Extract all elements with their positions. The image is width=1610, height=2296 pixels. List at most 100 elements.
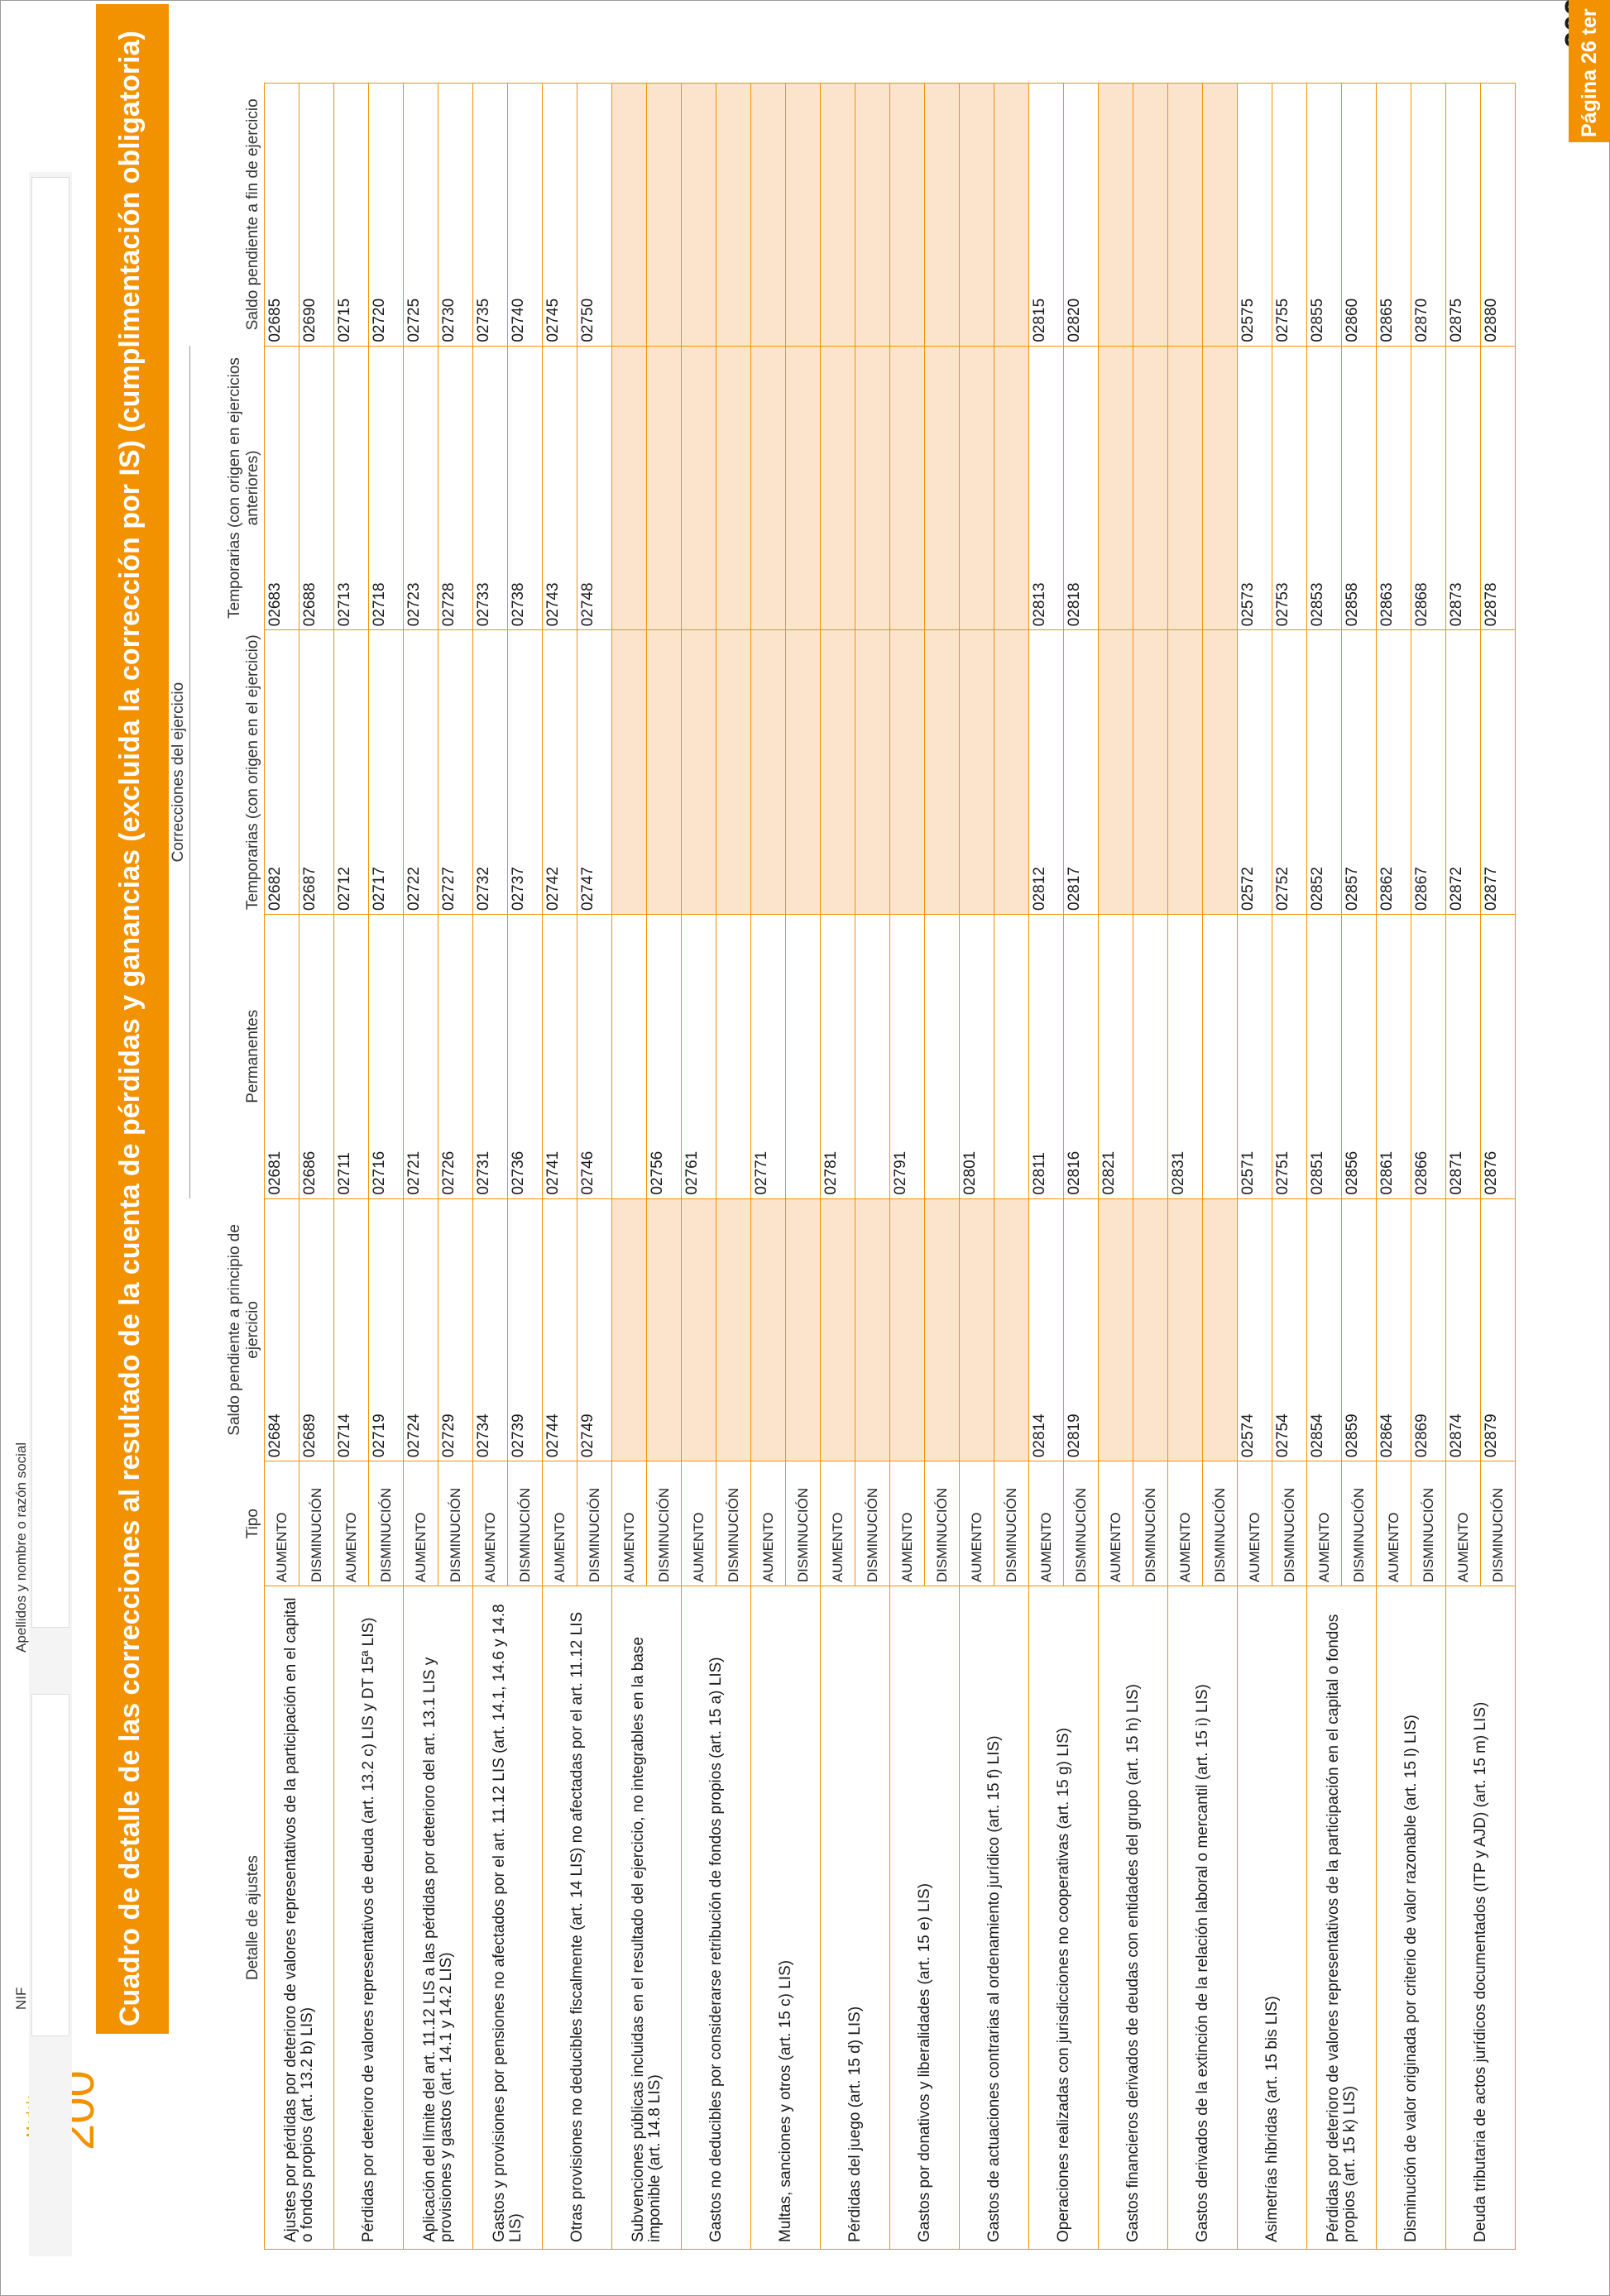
code-field[interactable]: 02831 bbox=[1167, 914, 1203, 1199]
code-field[interactable]: 02865 bbox=[1376, 83, 1411, 347]
code-field[interactable]: 02744 bbox=[542, 1198, 577, 1461]
code-field[interactable]: 02751 bbox=[1272, 914, 1307, 1199]
code-field[interactable]: 02723 bbox=[403, 346, 438, 630]
code-field[interactable]: 02812 bbox=[1028, 629, 1064, 915]
code-field[interactable]: 02872 bbox=[1445, 629, 1481, 915]
code-field[interactable]: 02866 bbox=[1411, 914, 1446, 1199]
code-field[interactable]: 02732 bbox=[472, 629, 508, 915]
code-field[interactable]: 02869 bbox=[1411, 1198, 1446, 1461]
code-field[interactable]: 02719 bbox=[368, 1198, 404, 1461]
code-field[interactable]: 02722 bbox=[403, 629, 438, 915]
code-field[interactable]: 02864 bbox=[1376, 1198, 1411, 1461]
code-field[interactable]: 02728 bbox=[438, 346, 473, 630]
code-field[interactable]: 02683 bbox=[264, 346, 299, 630]
code-field[interactable]: 02862 bbox=[1376, 629, 1411, 915]
code-field[interactable]: 02749 bbox=[577, 1198, 612, 1461]
code-field[interactable]: 02801 bbox=[959, 914, 994, 1199]
code-field[interactable]: 02868 bbox=[1411, 346, 1446, 630]
code-field[interactable]: 02745 bbox=[542, 83, 577, 347]
code-field[interactable]: 02682 bbox=[264, 629, 299, 915]
code-field[interactable]: 02738 bbox=[507, 346, 543, 630]
code-field[interactable]: 02740 bbox=[507, 83, 543, 347]
code-field[interactable]: 02817 bbox=[1063, 629, 1099, 915]
code-field[interactable]: 02714 bbox=[333, 1198, 369, 1461]
code-field[interactable]: 02743 bbox=[542, 346, 577, 630]
code-field[interactable]: 02880 bbox=[1480, 83, 1516, 347]
code-field[interactable]: 02756 bbox=[646, 914, 682, 1199]
code-field[interactable]: 02713 bbox=[333, 346, 369, 630]
code-field[interactable]: 02761 bbox=[681, 914, 716, 1199]
code-field[interactable]: 02858 bbox=[1341, 346, 1377, 630]
code-field[interactable]: 02851 bbox=[1306, 914, 1342, 1199]
code-field[interactable]: 02754 bbox=[1272, 1198, 1307, 1461]
code-field[interactable]: 02781 bbox=[820, 914, 855, 1199]
code-field[interactable]: 02771 bbox=[750, 914, 786, 1199]
code-field[interactable]: 02739 bbox=[507, 1198, 543, 1461]
code-field[interactable]: 02753 bbox=[1272, 346, 1307, 630]
code-field[interactable]: 02718 bbox=[368, 346, 404, 630]
code-field[interactable]: 02814 bbox=[1028, 1198, 1064, 1461]
code-field[interactable]: 02575 bbox=[1237, 83, 1272, 347]
code-field[interactable]: 02861 bbox=[1376, 914, 1411, 1199]
code-field[interactable]: 02571 bbox=[1237, 914, 1272, 1199]
code-field[interactable]: 02867 bbox=[1411, 629, 1446, 915]
code-field[interactable]: 02852 bbox=[1306, 629, 1342, 915]
name-input[interactable] bbox=[31, 177, 69, 1628]
code-field[interactable]: 02726 bbox=[438, 914, 473, 1199]
code-field[interactable]: 02811 bbox=[1028, 914, 1064, 1199]
code-field[interactable]: 02863 bbox=[1376, 346, 1411, 630]
code-field[interactable]: 02821 bbox=[1098, 914, 1133, 1199]
code-field[interactable]: 02819 bbox=[1063, 1198, 1099, 1461]
code-field[interactable]: 02875 bbox=[1445, 83, 1481, 347]
code-field[interactable]: 02820 bbox=[1063, 83, 1099, 347]
code-field[interactable]: 02878 bbox=[1480, 346, 1516, 630]
code-field[interactable]: 02752 bbox=[1272, 629, 1307, 915]
code-field[interactable]: 02735 bbox=[472, 83, 508, 347]
code-field[interactable]: 02876 bbox=[1480, 914, 1516, 1199]
code-field[interactable]: 02791 bbox=[889, 914, 925, 1199]
code-field[interactable]: 02573 bbox=[1237, 346, 1272, 630]
code-field[interactable]: 02870 bbox=[1411, 83, 1446, 347]
code-field[interactable]: 02685 bbox=[264, 83, 299, 347]
code-field[interactable]: 02856 bbox=[1341, 914, 1377, 1199]
code-field[interactable]: 02853 bbox=[1306, 346, 1342, 630]
code-field[interactable]: 02725 bbox=[403, 83, 438, 347]
code-field[interactable]: 02687 bbox=[299, 629, 334, 915]
code-field[interactable]: 02818 bbox=[1063, 346, 1099, 630]
code-field[interactable]: 02755 bbox=[1272, 83, 1307, 347]
code-field[interactable]: 02721 bbox=[403, 914, 438, 1199]
code-field[interactable]: 02877 bbox=[1480, 629, 1516, 915]
code-field[interactable]: 02741 bbox=[542, 914, 577, 1199]
code-field[interactable]: 02717 bbox=[368, 629, 404, 915]
code-field[interactable]: 02572 bbox=[1237, 629, 1272, 915]
code-field[interactable]: 02813 bbox=[1028, 346, 1064, 630]
code-field[interactable]: 02684 bbox=[264, 1198, 299, 1461]
code-field[interactable]: 02748 bbox=[577, 346, 612, 630]
code-field[interactable]: 02816 bbox=[1063, 914, 1099, 1199]
code-field[interactable]: 02879 bbox=[1480, 1198, 1516, 1461]
code-field[interactable]: 02712 bbox=[333, 629, 369, 915]
code-field[interactable]: 02690 bbox=[299, 83, 334, 347]
code-field[interactable]: 02724 bbox=[403, 1198, 438, 1461]
code-field[interactable]: 02727 bbox=[438, 629, 473, 915]
code-field[interactable]: 02854 bbox=[1306, 1198, 1342, 1461]
code-field[interactable]: 02711 bbox=[333, 914, 369, 1199]
code-field[interactable]: 02734 bbox=[472, 1198, 508, 1461]
code-field[interactable]: 02860 bbox=[1341, 83, 1377, 347]
code-field[interactable]: 02873 bbox=[1445, 346, 1481, 630]
code-field[interactable]: 02742 bbox=[542, 629, 577, 915]
code-field[interactable]: 02736 bbox=[507, 914, 543, 1199]
code-field[interactable]: 02871 bbox=[1445, 914, 1481, 1199]
code-field[interactable]: 02733 bbox=[472, 346, 508, 630]
code-field[interactable]: 02720 bbox=[368, 83, 404, 347]
code-field[interactable]: 02746 bbox=[577, 914, 612, 1199]
code-field[interactable]: 02681 bbox=[264, 914, 299, 1199]
code-field[interactable]: 02688 bbox=[299, 346, 334, 630]
code-field[interactable]: 02730 bbox=[438, 83, 473, 347]
code-field[interactable]: 02574 bbox=[1237, 1198, 1272, 1461]
nif-input[interactable] bbox=[31, 1694, 69, 2036]
code-field[interactable]: 02686 bbox=[299, 914, 334, 1199]
code-field[interactable]: 02859 bbox=[1341, 1198, 1377, 1461]
code-field[interactable]: 02716 bbox=[368, 914, 404, 1199]
code-field[interactable]: 02737 bbox=[507, 629, 543, 915]
